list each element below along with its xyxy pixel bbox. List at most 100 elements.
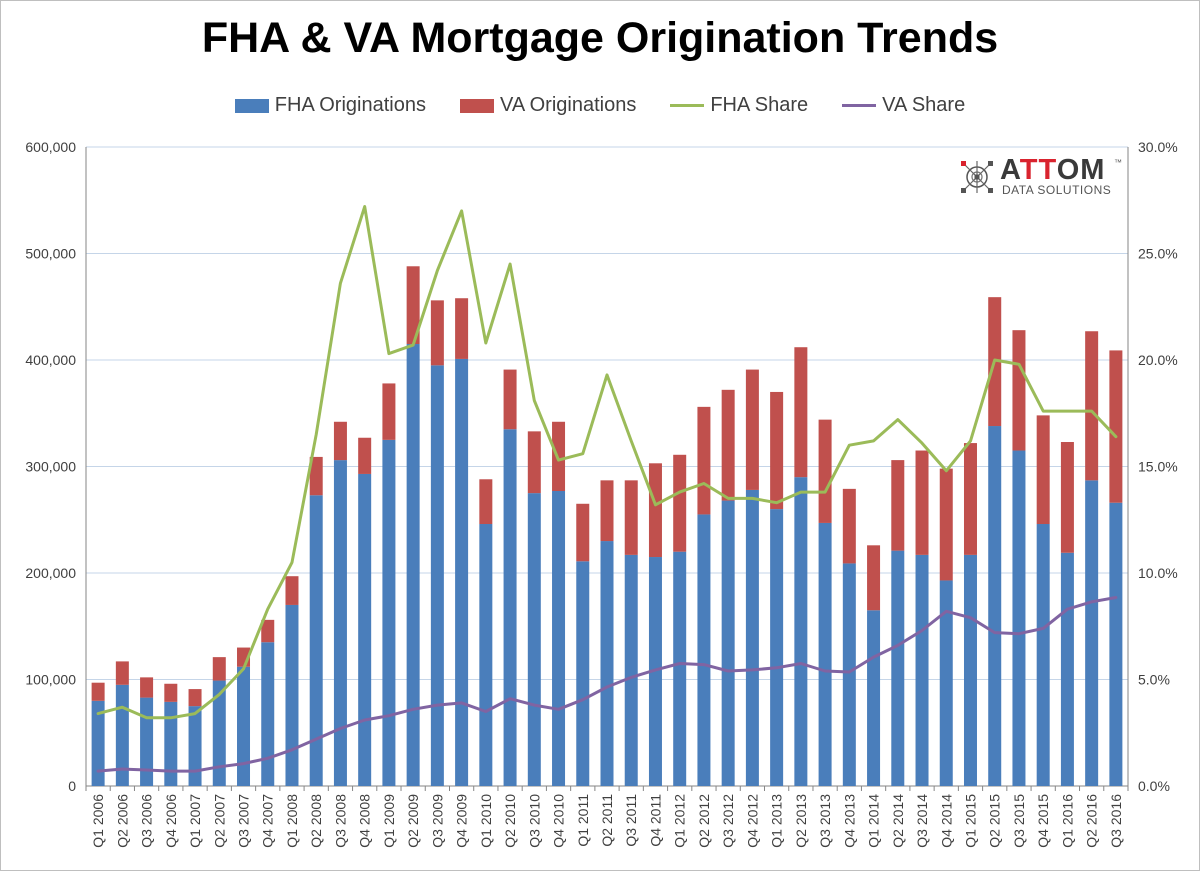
y2-tick-label: 30.0%: [1138, 139, 1178, 155]
bar-va-originations: [309, 456, 323, 496]
bar-fha-originations: [842, 563, 856, 786]
x-tick-label: Q2 2009: [405, 794, 421, 848]
bar-va-originations: [91, 682, 105, 701]
attom-mark-icon: [961, 161, 993, 193]
x-tick-label: Q1 2016: [1059, 794, 1075, 848]
bar-fha-originations: [1085, 480, 1099, 786]
y-tick-label: 0: [68, 778, 76, 794]
x-tick-label: Q2 2012: [696, 794, 712, 848]
bar-va-originations: [1036, 415, 1050, 525]
bar-fha-originations: [188, 706, 202, 786]
bar-fha-originations: [576, 561, 590, 786]
x-tick-label: Q3 2010: [526, 794, 542, 848]
y-tick-label: 600,000: [25, 139, 76, 155]
y-tick-label: 100,000: [25, 672, 76, 688]
x-tick-label: Q1 2010: [478, 794, 494, 848]
x-tick-label: Q1 2015: [962, 794, 978, 848]
bar-va-originations: [818, 419, 832, 523]
y-tick-label: 400,000: [25, 352, 76, 368]
x-tick-label: Q2 2008: [308, 794, 324, 848]
bar-fha-originations: [1060, 552, 1074, 786]
bar-fha-originations: [309, 495, 323, 786]
bar-va-originations: [697, 406, 711, 515]
x-tick-label: Q1 2008: [284, 794, 300, 848]
bar-fha-originations: [770, 509, 784, 786]
x-tick-label: Q4 2010: [551, 794, 567, 848]
bar-fha-originations: [430, 365, 444, 786]
bar-va-originations: [188, 689, 202, 707]
bar-fha-originations: [1036, 524, 1050, 786]
bar-va-originations: [479, 479, 493, 525]
bar-va-originations: [527, 431, 541, 494]
x-tick-label: Q3 2016: [1108, 794, 1124, 848]
y2-tick-label: 20.0%: [1138, 352, 1178, 368]
legend-label-va-share: VA Share: [882, 94, 966, 116]
x-tick-label: Q4 2015: [1035, 794, 1051, 848]
attom-logo: ATTOM ™ DATA SOLUTIONS: [960, 154, 1130, 200]
y-tick-label: 200,000: [25, 565, 76, 581]
x-tick-label: Q3 2013: [817, 794, 833, 848]
bar-fha-originations: [285, 604, 299, 786]
legend-swatch-fha-originations: [234, 98, 269, 113]
bar-fha-originations: [891, 550, 905, 786]
bar-va-originations: [164, 683, 178, 702]
logo-trademark: ™: [1114, 158, 1122, 167]
bar-va-originations: [770, 391, 784, 510]
bar-va-originations: [430, 300, 444, 366]
bar-va-originations: [673, 454, 687, 552]
y2-tick-label: 15.0%: [1138, 459, 1178, 475]
legend: FHA Originations VA Originations FHA Sha…: [0, 94, 1200, 117]
x-tick-label: Q4 2009: [454, 794, 470, 848]
bar-fha-originations: [333, 460, 347, 786]
bar-fha-originations: [212, 680, 226, 786]
bar-va-originations: [358, 437, 372, 474]
legend-swatch-va-originations: [459, 98, 494, 113]
bar-fha-originations: [237, 666, 251, 786]
x-tick-label: Q3 2009: [429, 794, 445, 848]
bar-va-originations: [285, 576, 299, 605]
legend-swatch-va-share: [842, 104, 877, 107]
bar-fha-originations: [794, 477, 808, 786]
bar-fha-originations: [261, 642, 275, 786]
x-tick-label: Q2 2015: [987, 794, 1003, 848]
legend-item-va-originations: VA Originations: [459, 94, 636, 117]
x-tick-label: Q4 2013: [841, 794, 857, 848]
bar-fha-originations: [455, 358, 469, 786]
bar-fha-originations: [382, 439, 396, 786]
line-fha-share: [96, 205, 1118, 720]
bar-va-originations: [455, 298, 469, 359]
line-va-share: [96, 596, 1118, 773]
legend-label-fha-share: FHA Share: [710, 94, 809, 116]
bar-fha-originations: [503, 429, 517, 786]
y-tick-label: 500,000: [25, 246, 76, 262]
y-tick-label: 300,000: [25, 459, 76, 475]
bar-va-originations: [1085, 331, 1099, 481]
x-tick-label: Q3 2015: [1011, 794, 1027, 848]
bar-va-originations: [891, 460, 905, 551]
x-tick-label: Q1 2007: [187, 794, 203, 848]
bar-va-originations: [1060, 442, 1074, 553]
x-tick-label: Q2 2011: [599, 794, 615, 847]
bar-fha-originations: [91, 700, 105, 786]
bar-fha-originations: [963, 554, 977, 786]
x-tick-label: Q3 2008: [332, 794, 348, 848]
bar-fha-originations: [358, 473, 372, 786]
legend-swatch-fha-share: [670, 104, 705, 107]
bar-fha-originations: [745, 489, 759, 786]
bar-va-originations: [333, 421, 347, 461]
x-tick-label: Q1 2006: [90, 794, 106, 848]
x-tick-label: Q4 2014: [938, 794, 954, 848]
x-tick-label: Q2 2010: [502, 794, 518, 848]
legend-item-fha-share: FHA Share: [670, 94, 808, 117]
x-tick-label: Q3 2006: [139, 794, 155, 848]
bar-va-originations: [1109, 350, 1123, 503]
bar-fha-originations: [818, 522, 832, 786]
x-tick-label: Q3 2012: [720, 794, 736, 848]
bar-fha-originations: [600, 541, 614, 786]
bar-va-originations: [915, 450, 929, 555]
bar-va-originations: [382, 383, 396, 440]
bar-va-originations: [867, 545, 881, 611]
x-tick-label: Q4 2008: [357, 794, 373, 848]
x-tick-label: Q2 2016: [1084, 794, 1100, 848]
bar-fha-originations: [164, 701, 178, 786]
